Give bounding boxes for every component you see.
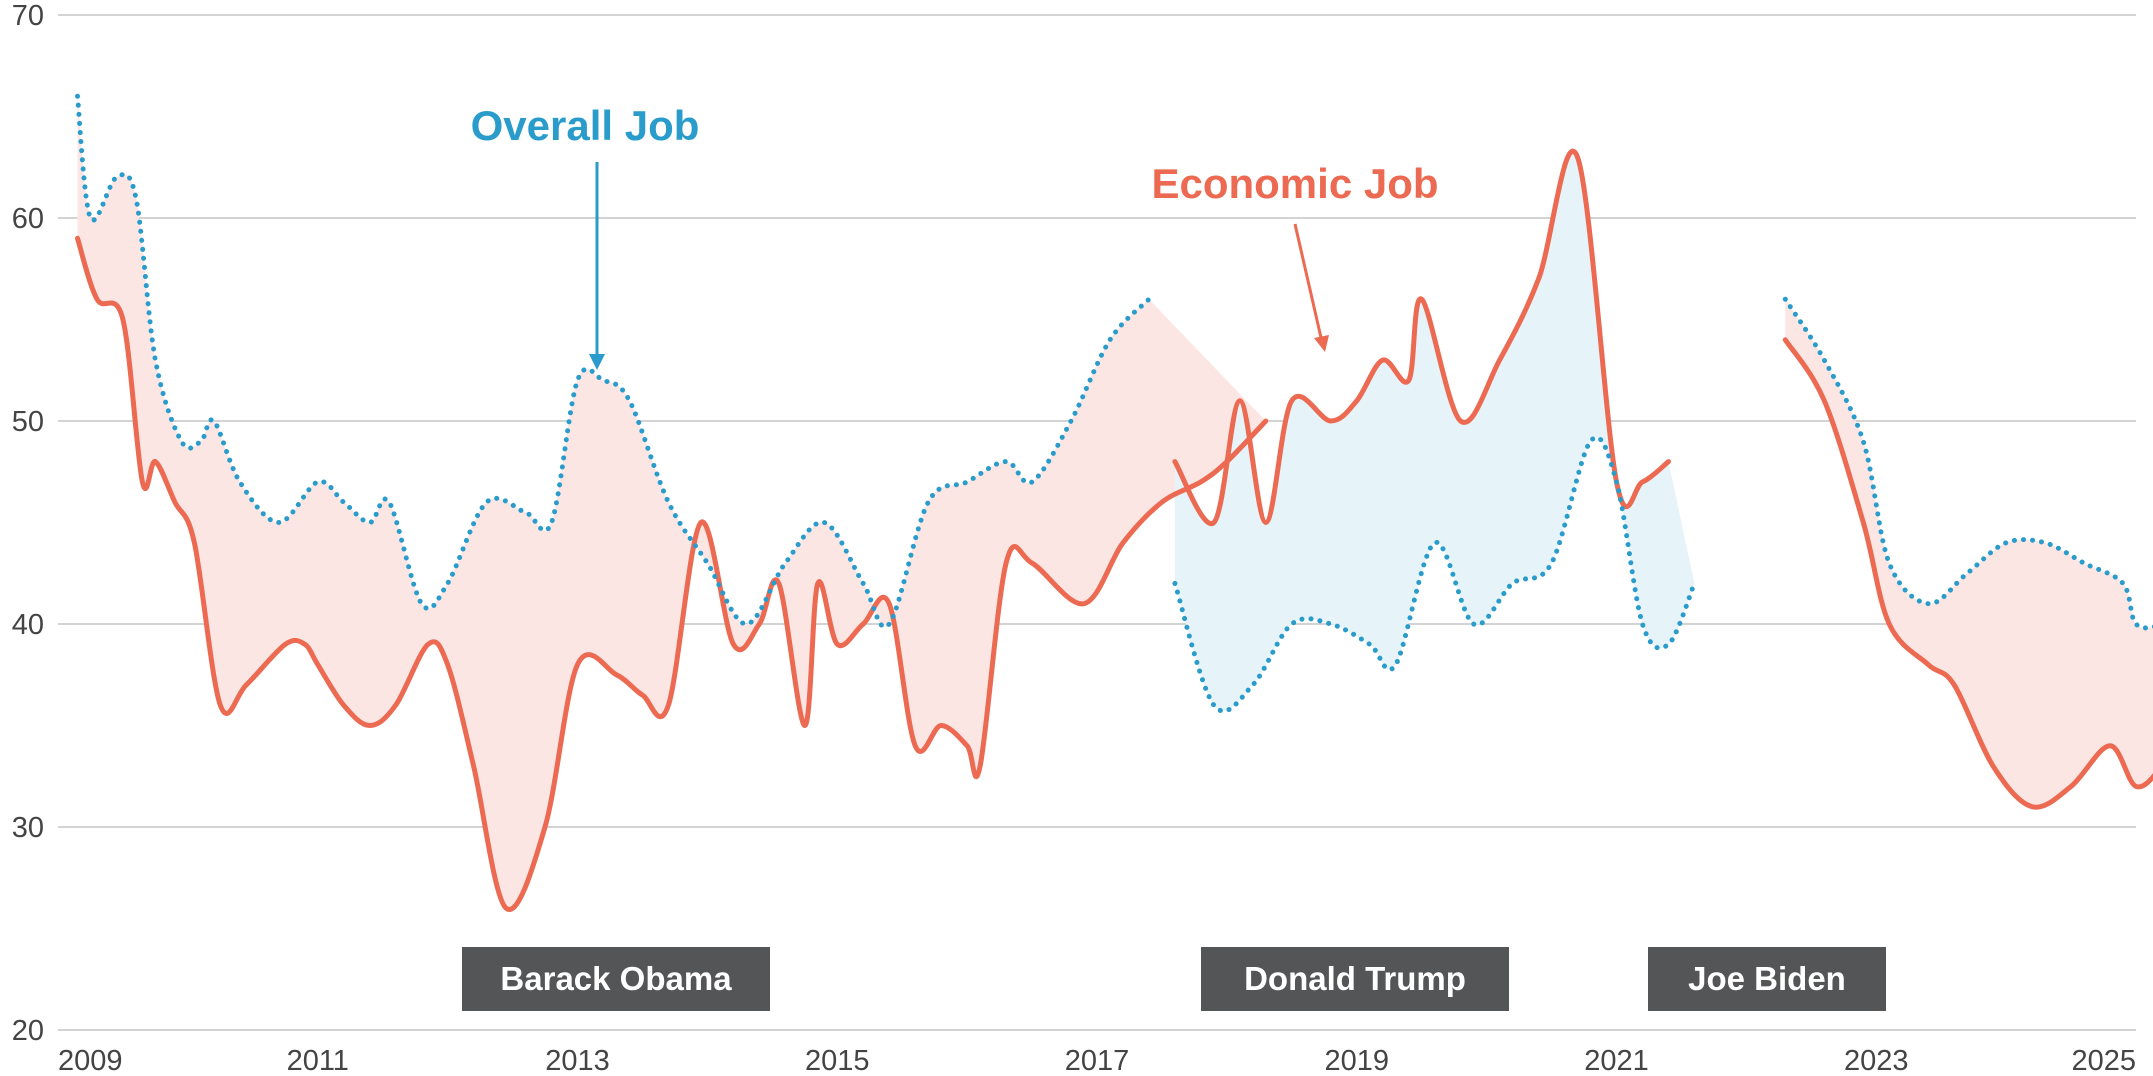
gap-fills xyxy=(77,96,2153,910)
x-tick-label: 2023 xyxy=(1844,1045,1909,1076)
overall-job-line xyxy=(75,93,1152,630)
x-tick-label: 2025 xyxy=(2071,1045,2136,1076)
x-tick-label: 2019 xyxy=(1324,1045,1389,1076)
series-lines xyxy=(75,93,2153,913)
y-tick-label: 70 xyxy=(12,0,44,32)
economic-job-callout: Economic Job xyxy=(1151,160,1438,207)
x-tick-label: 2015 xyxy=(805,1045,870,1076)
economic-job-line xyxy=(1782,337,2153,810)
economic-job-line xyxy=(1172,148,1671,527)
x-tick-label: 2013 xyxy=(545,1045,610,1076)
x-axis-ticks: 2009 2011 2013 2015 2017 2019 2021 2023 2025 xyxy=(58,1045,2136,1076)
overall-job-callout: Overall Job xyxy=(471,102,700,149)
x-tick-label: 2017 xyxy=(1065,1045,1130,1076)
x-tick-label: 2009 xyxy=(58,1045,123,1076)
y-tick-label: 50 xyxy=(12,406,44,438)
gap-fill-area xyxy=(1174,151,1695,712)
overall-job-line xyxy=(1172,434,1697,714)
economic-job-arrowhead xyxy=(1314,335,1329,352)
president-label-text: Donald Trump xyxy=(1244,960,1466,997)
gap-fill-area xyxy=(77,96,1266,910)
president-label-text: Joe Biden xyxy=(1688,960,1846,997)
president-label-biden: Joe Biden xyxy=(1648,947,1886,1011)
y-tick-label: 30 xyxy=(12,812,44,844)
economic-job-arrow xyxy=(1293,223,1324,343)
y-tick-label: 20 xyxy=(12,1015,44,1047)
economic-job-line xyxy=(75,235,1269,913)
overall-job-arrowhead xyxy=(589,354,605,370)
gap-fill-area xyxy=(1785,299,2153,808)
y-tick-label: 60 xyxy=(12,203,44,235)
president-label-obama: Barack Obama xyxy=(462,947,770,1011)
president-label-text: Barack Obama xyxy=(500,960,732,997)
president-label-trump: Donald Trump xyxy=(1201,947,1509,1011)
y-axis-ticks: 20 30 40 50 60 70 xyxy=(12,0,44,1047)
x-tick-label: 2021 xyxy=(1584,1045,1649,1076)
x-tick-label: 2011 xyxy=(287,1045,349,1076)
overall-job-line xyxy=(1782,296,2153,631)
y-tick-label: 40 xyxy=(12,609,44,641)
